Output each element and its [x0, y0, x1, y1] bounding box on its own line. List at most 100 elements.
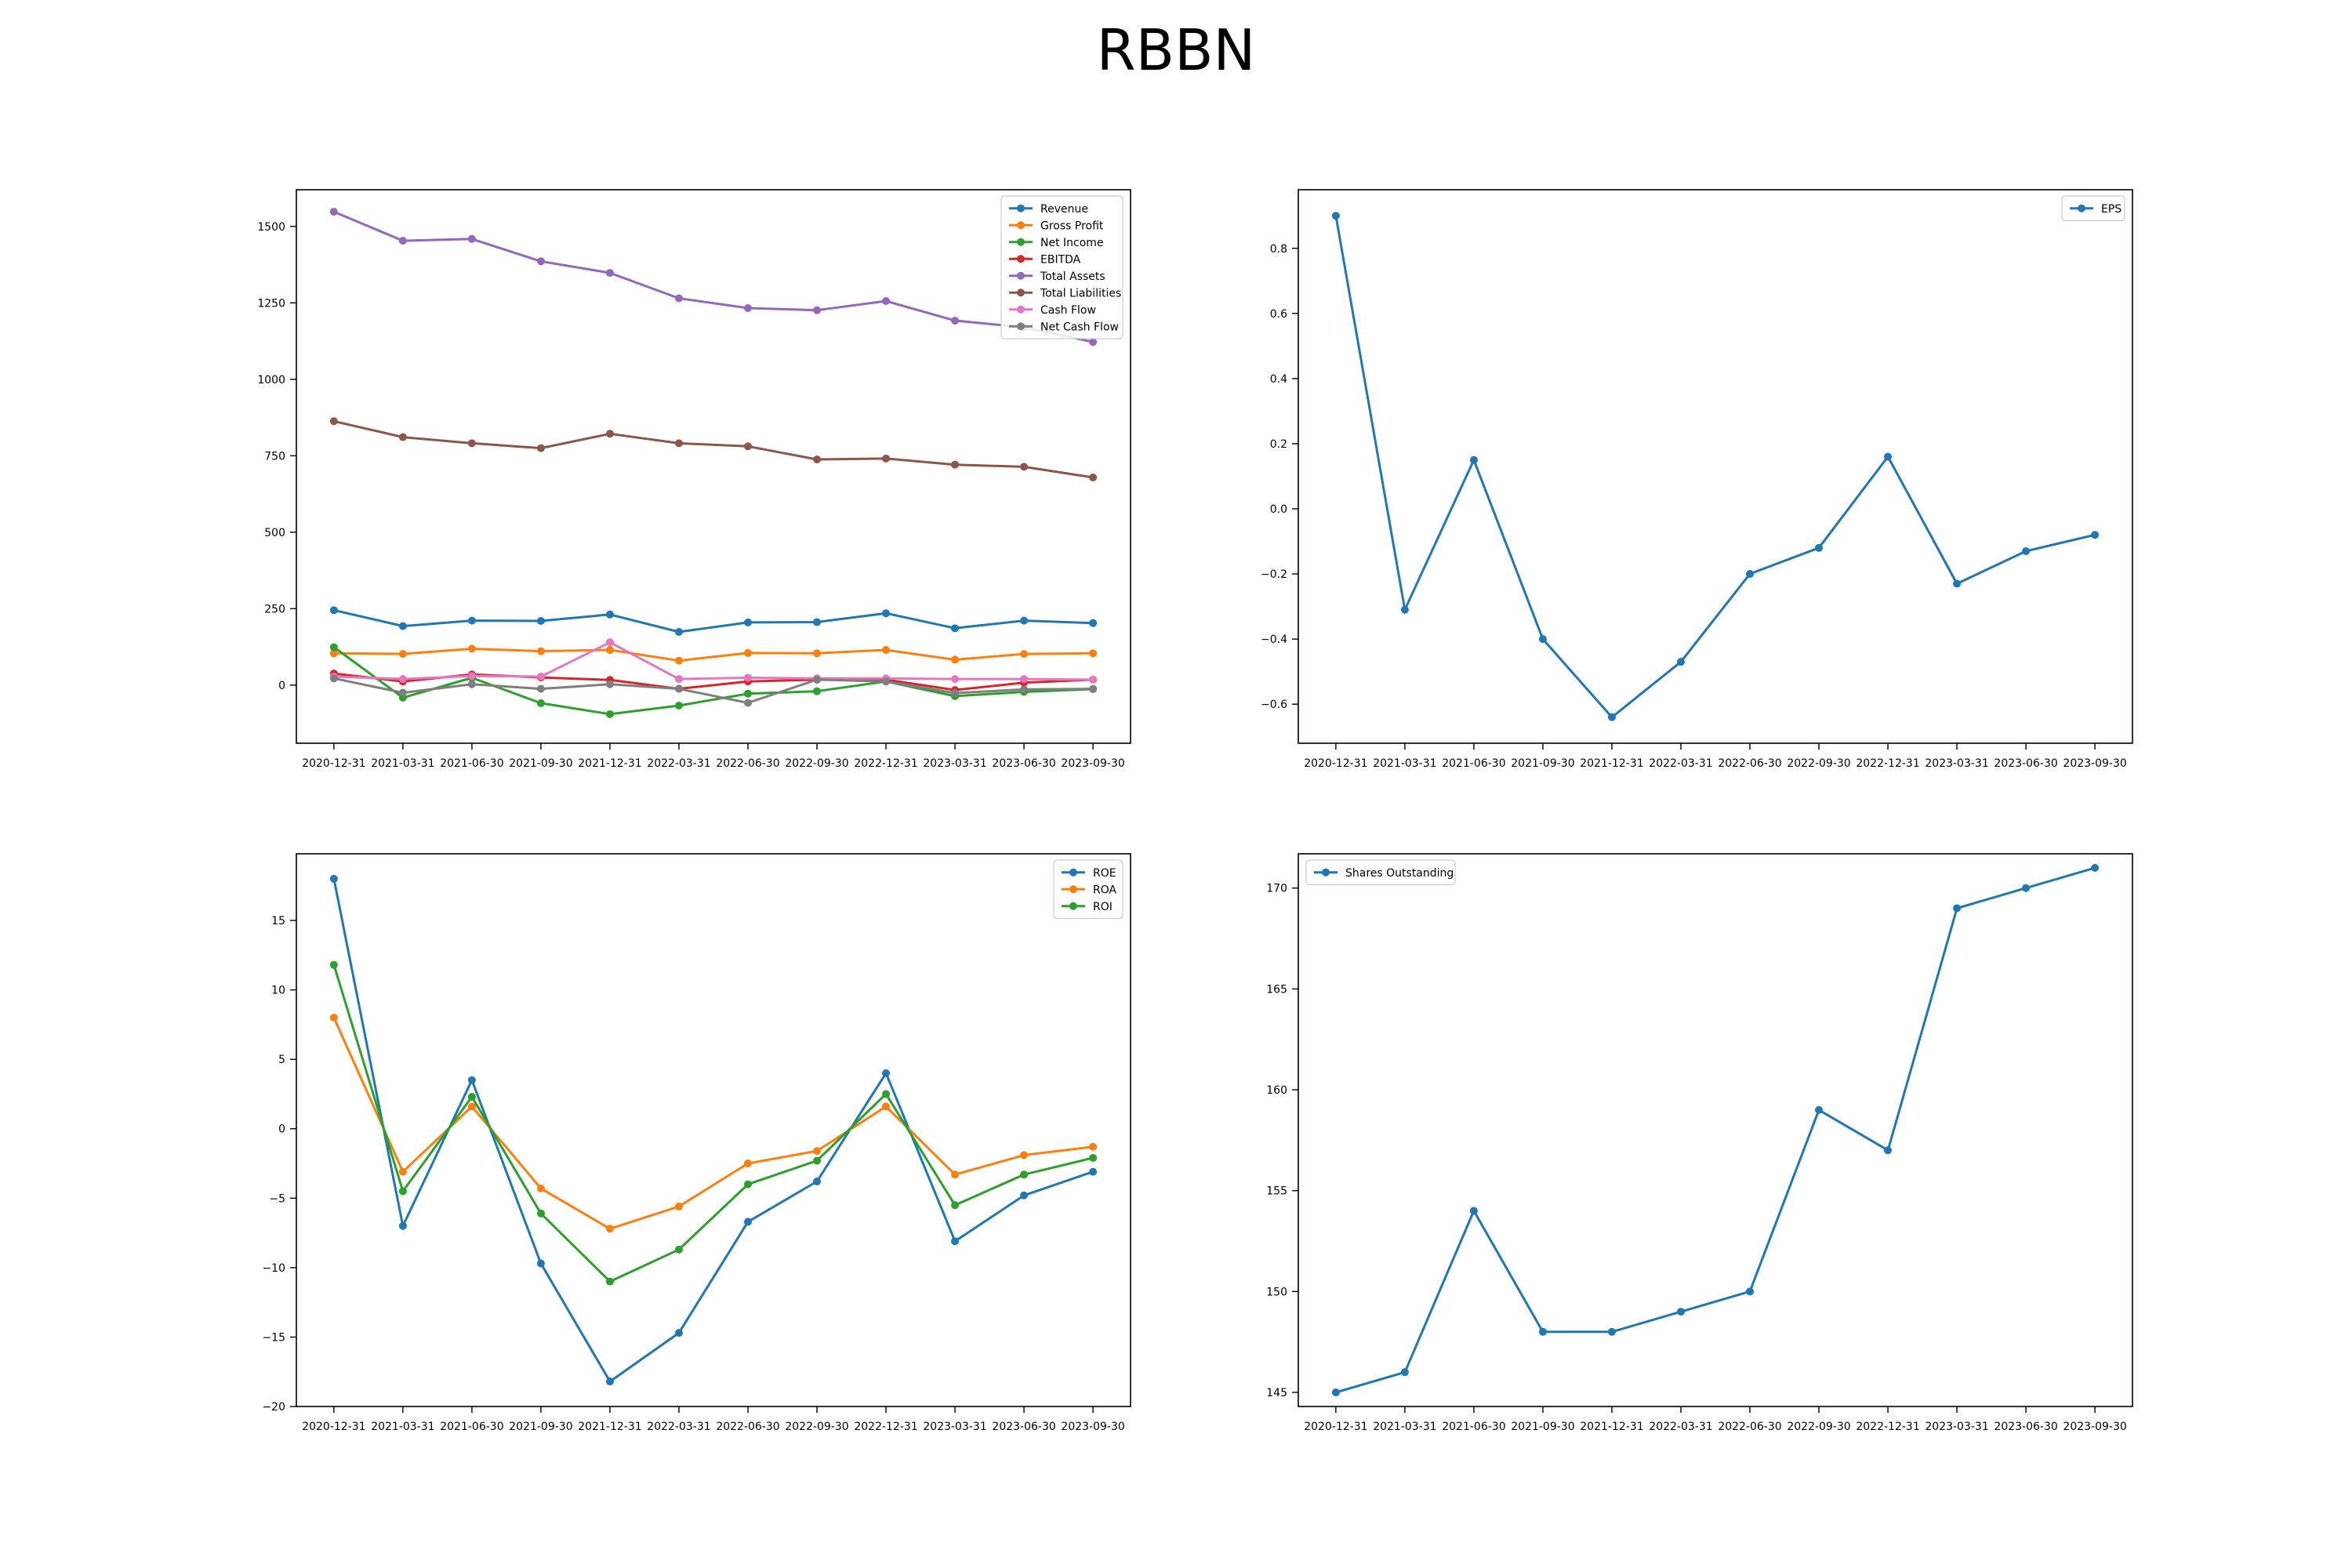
y-tick-label: 250 [264, 603, 285, 615]
x-tick-label: 2022-09-30 [785, 757, 848, 770]
legend: Revenue Gross Profit Net Income EBITDA Total… [1000, 195, 1123, 339]
data-point [1676, 1308, 1685, 1316]
series-line [333, 210, 1094, 343]
y-tick-label: 1000 [257, 374, 285, 387]
data-point [2022, 884, 2031, 892]
legend-label: Net Income [1040, 237, 1104, 249]
plot-frame [1298, 853, 2133, 1407]
data-point [813, 618, 822, 626]
y-tick-label: 0.0 [1270, 503, 1287, 516]
data-point [951, 655, 960, 664]
legend-marker [2078, 204, 2085, 212]
data-point [1538, 1327, 1547, 1336]
x-tick-label: 2021-06-30 [1442, 1421, 1505, 1433]
legend-marker [1017, 322, 1025, 331]
legend-marker [1069, 885, 1077, 894]
data-point [674, 628, 683, 637]
y-tick-label: 170 [1266, 883, 1287, 895]
legend-marker [1017, 305, 1025, 314]
plot-frame [1298, 189, 2133, 744]
series-line [1335, 866, 2096, 1394]
data-point [1089, 474, 1098, 482]
series-line [333, 641, 1094, 681]
data-point [813, 1156, 822, 1165]
legend-marker [1017, 255, 1025, 263]
data-point [744, 673, 753, 682]
data-point [536, 699, 545, 707]
data-point [1089, 684, 1098, 693]
series-line [333, 646, 1094, 716]
data-point [1089, 675, 1098, 684]
data-point [467, 1076, 476, 1084]
data-point [329, 674, 338, 683]
x-tick-label: 2022-06-30 [716, 1421, 779, 1433]
data-point [1469, 456, 1478, 464]
data-point [605, 430, 614, 438]
legend-marker [1017, 289, 1025, 297]
legend-label: Cash Flow [1040, 304, 1096, 317]
data-point [2091, 531, 2100, 539]
y-tick-label: 160 [1266, 1084, 1287, 1097]
data-point [398, 1221, 407, 1230]
data-point [1953, 904, 1962, 913]
chart-returns: 2020-12-31 2021-03-31 2021-06-30 2021-09-30… [262, 853, 1131, 1433]
legend-label: EBITDA [1040, 253, 1081, 266]
legend: ROE ROA ROI [1053, 859, 1123, 920]
x-tick-label: 2022-09-30 [785, 1421, 848, 1433]
legend-marker [1322, 868, 1330, 877]
chart-shares-outstanding: 2020-12-31 2021-03-31 2021-06-30 2021-09-30… [1266, 853, 2133, 1433]
data-point [1020, 685, 1029, 694]
data-point [1020, 675, 1029, 684]
data-point [1815, 1105, 1824, 1114]
y-tick-label: 0.4 [1270, 373, 1287, 386]
data-point [329, 643, 338, 652]
data-point [329, 208, 338, 216]
x-tick-label: 2021-12-31 [1580, 1421, 1643, 1433]
series-gross-profit [329, 644, 1098, 665]
data-point [467, 672, 476, 681]
legend-label: Shares Outstanding [1345, 867, 1454, 880]
data-point [951, 460, 960, 469]
data-point [951, 1237, 960, 1246]
y-tick-label: 750 [264, 450, 285, 463]
x-tick-label: 2020-12-31 [1304, 757, 1367, 770]
series-line [332, 964, 1094, 1283]
legend-label: Gross Profit [1040, 220, 1104, 232]
data-point [1815, 543, 1824, 552]
data-point [813, 306, 822, 314]
data-point [605, 638, 614, 647]
data-point [1020, 463, 1029, 471]
y-tick-label: 1250 [257, 297, 285, 310]
x-tick-label: 2021-09-30 [509, 757, 572, 770]
data-point [744, 303, 753, 312]
series-roi [329, 960, 1098, 1286]
series-line [333, 419, 1094, 479]
x-tick-label: 2022-09-30 [1787, 1421, 1850, 1433]
legend: EPS [2061, 195, 2125, 222]
x-tick-label: 2022-06-30 [716, 757, 779, 770]
y-tick-label: 155 [1266, 1185, 1287, 1198]
x-tick-label: 2023-09-30 [2063, 757, 2126, 770]
legend-marker [1017, 204, 1025, 212]
legend-marker [1017, 271, 1025, 280]
legend-label: ROI [1093, 901, 1112, 913]
x-tick-label: 2023-09-30 [1061, 1421, 1124, 1433]
x-tick-label: 2022-12-31 [1856, 757, 1919, 770]
data-point [536, 1184, 545, 1192]
x-tick-label: 2021-09-30 [1511, 757, 1574, 770]
x-tick-label: 2022-12-31 [854, 757, 917, 770]
legend-marker [1017, 238, 1025, 246]
page-title: RBBN [1096, 17, 1256, 83]
data-point [744, 699, 753, 707]
data-point [1400, 605, 1409, 614]
x-tick-label: 2023-09-30 [1061, 757, 1124, 770]
series-net-cash-flow [329, 674, 1098, 707]
data-point [813, 687, 822, 695]
data-point [398, 675, 407, 684]
x-tick-label: 2023-06-30 [992, 1421, 1055, 1433]
data-point [398, 1167, 407, 1176]
series-total-assets [329, 208, 1098, 347]
data-point [882, 1069, 891, 1077]
data-point [951, 675, 960, 684]
